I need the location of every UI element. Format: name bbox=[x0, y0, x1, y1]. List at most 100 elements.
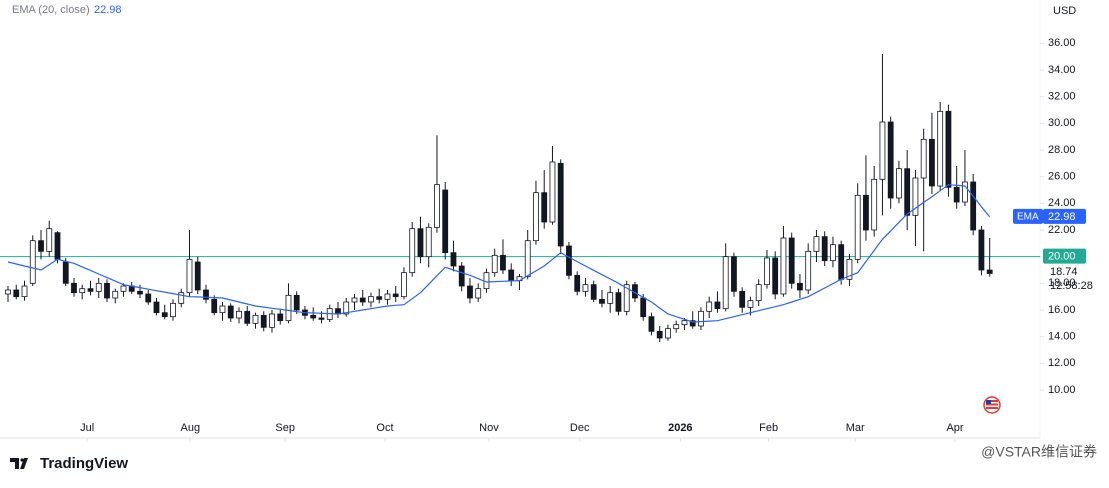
y-tick-label: 32.00 bbox=[1048, 91, 1076, 103]
candle bbox=[392, 286, 399, 302]
x-tick-label: Aug bbox=[181, 422, 201, 434]
candle-body bbox=[714, 301, 721, 310]
candle-body bbox=[54, 232, 61, 260]
candle-body bbox=[739, 290, 746, 308]
candle-body bbox=[310, 314, 317, 319]
candle bbox=[442, 182, 449, 260]
y-tick-label: 18.00 bbox=[1048, 277, 1076, 289]
candle-body bbox=[962, 181, 968, 203]
candle-body bbox=[120, 285, 127, 292]
candle-body bbox=[541, 192, 548, 223]
candle bbox=[599, 290, 605, 308]
candle-body bbox=[508, 269, 515, 282]
candle-body bbox=[351, 297, 358, 303]
y-tick-label: 16.00 bbox=[1048, 304, 1076, 316]
candle-body bbox=[153, 301, 160, 314]
candle-body bbox=[912, 177, 919, 216]
candle-body bbox=[194, 261, 201, 291]
x-tick-label: Sep bbox=[275, 422, 295, 434]
candle bbox=[153, 298, 160, 316]
candle bbox=[953, 166, 960, 209]
candle bbox=[54, 231, 61, 264]
candle-body bbox=[615, 292, 622, 312]
candle bbox=[351, 294, 358, 310]
candle-body bbox=[937, 110, 944, 187]
candle bbox=[681, 318, 688, 330]
candle-body bbox=[797, 282, 803, 291]
candle bbox=[219, 302, 226, 321]
candle bbox=[120, 283, 127, 297]
candle bbox=[698, 307, 704, 330]
candle bbox=[797, 274, 803, 298]
candle bbox=[656, 326, 663, 342]
candle bbox=[937, 102, 944, 190]
candle-body bbox=[227, 305, 234, 319]
candle-body bbox=[71, 282, 77, 294]
candle-body bbox=[343, 301, 350, 315]
candle-body bbox=[524, 240, 531, 278]
candle bbox=[285, 283, 292, 324]
candle-body bbox=[854, 194, 861, 260]
y-tick-label: 12.00 bbox=[1048, 357, 1076, 369]
candle bbox=[178, 288, 185, 308]
candle-body bbox=[623, 284, 630, 312]
candle bbox=[293, 291, 300, 314]
candle bbox=[805, 243, 812, 294]
candle bbox=[706, 296, 713, 318]
candle-body bbox=[269, 313, 275, 328]
candle bbox=[904, 150, 911, 230]
candle-body bbox=[648, 316, 655, 332]
candle-body bbox=[920, 138, 927, 179]
x-tick-label: Feb bbox=[759, 422, 778, 434]
candle bbox=[269, 310, 275, 333]
y-tick-label: 30.00 bbox=[1048, 117, 1076, 129]
candle-body bbox=[788, 237, 795, 284]
candle-body bbox=[244, 310, 251, 324]
candle-body bbox=[38, 240, 44, 252]
candle-body bbox=[62, 261, 69, 284]
candle bbox=[896, 160, 902, 204]
candle bbox=[458, 262, 465, 292]
candle-body bbox=[87, 288, 94, 292]
candle bbox=[71, 278, 77, 297]
candle bbox=[541, 170, 548, 229]
candle bbox=[590, 280, 597, 302]
candle bbox=[21, 280, 28, 301]
candle bbox=[368, 292, 374, 308]
candle-body bbox=[640, 297, 647, 318]
candle-body bbox=[467, 285, 473, 299]
candle bbox=[409, 222, 416, 277]
x-tick-label: 2026 bbox=[668, 422, 692, 434]
candle bbox=[425, 223, 432, 268]
candle-body bbox=[137, 290, 143, 295]
candle bbox=[186, 230, 193, 297]
candle-body bbox=[434, 184, 440, 228]
candle bbox=[38, 230, 44, 260]
candle bbox=[384, 290, 391, 305]
candle bbox=[203, 284, 209, 304]
candle bbox=[731, 252, 737, 297]
candle-body bbox=[805, 250, 812, 291]
y-tick-label: 24.00 bbox=[1048, 197, 1076, 209]
candle bbox=[46, 220, 53, 257]
candle bbox=[104, 279, 110, 302]
countdown: 12:58:28 bbox=[1050, 280, 1093, 292]
candle bbox=[401, 267, 407, 300]
candle bbox=[772, 251, 779, 300]
indicator-name: EMA (20, close) bbox=[12, 4, 90, 16]
y-tick-label: 34.00 bbox=[1048, 64, 1076, 76]
candle bbox=[112, 288, 119, 304]
ema-value: 22.98 bbox=[1048, 211, 1076, 223]
candle-body bbox=[689, 320, 696, 327]
candle-body bbox=[871, 178, 878, 231]
candle bbox=[5, 286, 11, 302]
candle-body bbox=[491, 254, 498, 274]
candle bbox=[574, 271, 581, 296]
candle bbox=[434, 135, 440, 233]
candle bbox=[755, 279, 762, 306]
candle-body bbox=[392, 293, 399, 298]
candle-body bbox=[978, 229, 985, 271]
candle bbox=[244, 306, 251, 326]
candle bbox=[524, 230, 531, 280]
